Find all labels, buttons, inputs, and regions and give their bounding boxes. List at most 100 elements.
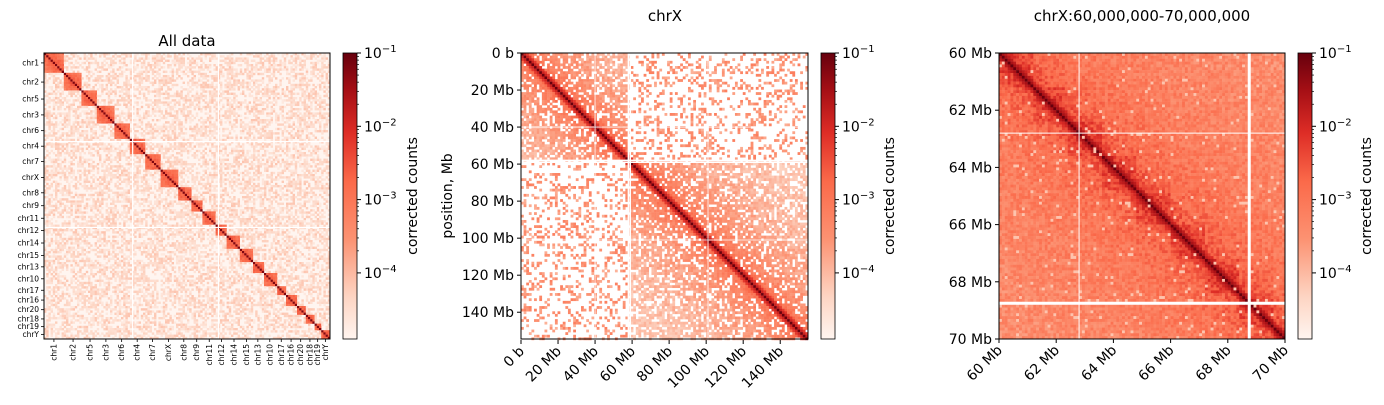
- heatmap-1-cell: [117, 123, 119, 125]
- heatmap-1-cell: [176, 161, 178, 163]
- heatmap-1-cell: [211, 134, 213, 136]
- heatmap-1-cell: [134, 88, 136, 90]
- heatmap-1-cell: [57, 106, 59, 108]
- heatmap-1-cell: [108, 57, 110, 59]
- heatmap-1-cell: [156, 73, 158, 75]
- heatmap-1-cell: [231, 150, 233, 152]
- heatmap-1-cell: [121, 154, 123, 156]
- heatmap-1-cell: [70, 150, 72, 152]
- heatmap-1-cell: [268, 79, 270, 81]
- heatmap-1-cell: [172, 121, 174, 123]
- heatmap-1-cell: [84, 174, 86, 176]
- heatmap-1-cell: [163, 104, 165, 106]
- heatmap-1-cell: [99, 79, 101, 81]
- heatmap-1-cell: [57, 66, 59, 68]
- heatmap-1-cell: [103, 150, 105, 152]
- heatmap-1-cell: [51, 170, 53, 172]
- heatmap-1-cell: [134, 95, 136, 97]
- heatmap-1-cell: [312, 99, 314, 101]
- heatmap-1-cell: [101, 170, 103, 172]
- heatmap-1-cell: [53, 104, 55, 106]
- heatmap-1-cell: [150, 137, 152, 139]
- heatmap-1-cell: [73, 108, 75, 110]
- heatmap-1-cell: [306, 84, 308, 86]
- heatmap-1-cell: [152, 178, 154, 180]
- heatmap-1-cell: [189, 71, 191, 73]
- heatmap-1-cell: [136, 97, 138, 99]
- heatmap-1-cell: [90, 189, 92, 191]
- heatmap-1-cell: [178, 62, 180, 64]
- heatmap-1-cell: [123, 132, 125, 134]
- heatmap-1-cell: [185, 99, 187, 101]
- heatmap-1-cell: [68, 88, 70, 90]
- heatmap-1-cell: [216, 185, 218, 187]
- heatmap-1-cell: [128, 137, 130, 139]
- heatmap-1-cell: [198, 57, 200, 59]
- heatmap-1-cell: [73, 110, 75, 112]
- heatmap-1-cell: [295, 73, 297, 75]
- heatmap-1-cell: [86, 115, 88, 117]
- heatmap-1-cell: [308, 115, 310, 117]
- heatmap-1-cell: [235, 137, 237, 139]
- heatmap-1-cell: [321, 57, 323, 59]
- heatmap-1-cell: [156, 66, 158, 68]
- heatmap-1-cell: [123, 189, 125, 191]
- heatmap-1-cell: [220, 55, 222, 57]
- heatmap-1-cell: [222, 189, 224, 191]
- heatmap-1-cell: [57, 154, 59, 156]
- heatmap-1-cell: [101, 99, 103, 101]
- heatmap-1-cell: [90, 154, 92, 156]
- heatmap-1-cell: [227, 137, 229, 139]
- heatmap-1-cell: [213, 90, 215, 92]
- heatmap-1-cell: [99, 55, 101, 57]
- heatmap-1-cell: [123, 134, 125, 136]
- heatmap-1-cell: [106, 170, 108, 172]
- heatmap-1-cell: [213, 106, 215, 108]
- heatmap-1-cell: [282, 194, 284, 196]
- heatmap-1-cell: [180, 189, 182, 191]
- heatmap-1-cell: [163, 71, 165, 73]
- heatmap-1-cell: [240, 183, 242, 185]
- heatmap-1-cell: [73, 73, 75, 75]
- heatmap-1-cell: [304, 128, 306, 130]
- heatmap-1-cell: [97, 95, 99, 97]
- heatmap-1-cell: [79, 115, 81, 117]
- heatmap-1-cell: [176, 62, 178, 64]
- heatmap-1-cell: [145, 163, 147, 165]
- heatmap-1-cell: [191, 60, 193, 62]
- heatmap-1-cell: [315, 163, 317, 165]
- heatmap-1-cell: [103, 126, 105, 128]
- heatmap-1-cell: [64, 108, 66, 110]
- heatmap-1-cell: [167, 75, 169, 77]
- heatmap-1-cell: [88, 163, 90, 165]
- heatmap-1-cell: [295, 108, 297, 110]
- heatmap-1-cell: [249, 84, 251, 86]
- heatmap-1-cell: [262, 79, 264, 81]
- heatmap-1-cell: [156, 165, 158, 167]
- heatmap-1-cell: [68, 152, 70, 154]
- heatmap-1-cell: [73, 148, 75, 150]
- heatmap-1-cell: [222, 75, 224, 77]
- heatmap-1-cell: [189, 86, 191, 88]
- heatmap-1-cell: [231, 106, 233, 108]
- heatmap-1-cell: [194, 84, 196, 86]
- heatmap-1-cell: [73, 99, 75, 101]
- heatmap-1-cell: [235, 181, 237, 183]
- heatmap-1-cell: [79, 95, 81, 97]
- heatmap-1-cell: [130, 176, 132, 178]
- heatmap-1-cell: [279, 62, 281, 64]
- heatmap-1-cell: [240, 60, 242, 62]
- heatmap-1-cell: [141, 132, 143, 134]
- heatmap-1-cell: [66, 95, 68, 97]
- heatmap-1-cell: [110, 139, 112, 141]
- heatmap-1-cell: [251, 156, 253, 158]
- heatmap-1-cell: [66, 88, 68, 90]
- heatmap-1-cell: [233, 172, 235, 174]
- heatmap-1-cell: [207, 167, 209, 169]
- heatmap-1-cell: [180, 154, 182, 156]
- heatmap-1-cell: [103, 110, 105, 112]
- heatmap-1-cell: [106, 88, 108, 90]
- heatmap-1-cell: [246, 137, 248, 139]
- heatmap-1-cell: [213, 97, 215, 99]
- heatmap-1-cell: [150, 128, 152, 130]
